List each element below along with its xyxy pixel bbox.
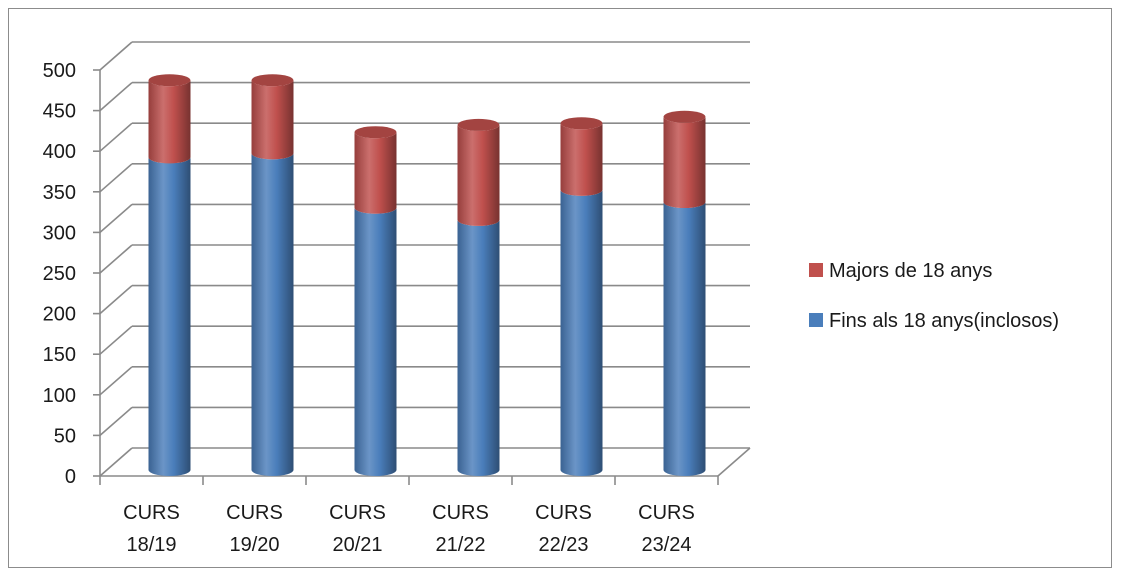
bar-segment-fins-als-18-anys-inclosos bbox=[251, 153, 294, 476]
legend-swatch bbox=[809, 313, 823, 327]
y-tick-label: 300 bbox=[43, 222, 76, 244]
y-tick-label: 0 bbox=[65, 466, 76, 488]
bar-segment-fins-als-18-anys-inclosos bbox=[457, 219, 500, 477]
x-category-label: 18/19 bbox=[126, 534, 176, 556]
gridline-depth bbox=[99, 366, 133, 396]
gridline-depth bbox=[99, 284, 133, 315]
bar-segment-fins-als-18-anys-inclosos bbox=[560, 189, 603, 477]
legend-label: Fins als 18 anys(inclosos) bbox=[829, 310, 1059, 332]
bar-top-cap bbox=[457, 118, 500, 131]
x-category-label: 23/24 bbox=[641, 534, 691, 556]
chart-frame bbox=[8, 8, 1112, 568]
bar-top-cap bbox=[560, 117, 603, 130]
bar-top-cap bbox=[663, 110, 706, 123]
bar-top-cap bbox=[148, 74, 191, 87]
gridline-depth bbox=[99, 41, 133, 71]
bar-segment-majors-de-18-anys bbox=[457, 124, 500, 226]
x-category-label: CURS bbox=[535, 502, 592, 524]
bar-segment-majors-de-18-anys bbox=[354, 132, 397, 214]
y-tick-label: 150 bbox=[43, 344, 76, 366]
y-tick-label: 400 bbox=[43, 141, 76, 163]
gridline-depth bbox=[99, 81, 133, 112]
bar-top-cap bbox=[251, 74, 294, 87]
legend-label: Majors de 18 anys bbox=[829, 260, 992, 282]
gridline-depth bbox=[99, 203, 133, 234]
legend-swatch bbox=[809, 263, 823, 277]
x-category-label: 22/23 bbox=[538, 534, 588, 556]
y-tick-label: 500 bbox=[43, 60, 76, 82]
floor-right-edge bbox=[717, 447, 751, 477]
x-category-label: 19/20 bbox=[229, 534, 279, 556]
bar-segment-majors-de-18-anys bbox=[663, 116, 706, 209]
bar-segment-fins-als-18-anys-inclosos bbox=[354, 207, 397, 476]
bar-segment-majors-de-18-anys bbox=[251, 80, 294, 160]
gridline-depth bbox=[99, 163, 133, 193]
gridline-depth bbox=[99, 406, 133, 437]
bar-segment-fins-als-18-anys-inclosos bbox=[148, 157, 191, 476]
x-category-label: CURS bbox=[329, 502, 386, 524]
bar-segment-majors-de-18-anys bbox=[560, 123, 603, 196]
y-tick-label: 250 bbox=[43, 263, 76, 285]
x-category-label: CURS bbox=[123, 502, 180, 524]
x-category-label: CURS bbox=[638, 502, 695, 524]
bar-segment-fins-als-18-anys-inclosos bbox=[663, 202, 706, 477]
gridline-depth bbox=[99, 122, 133, 152]
gridline-depth bbox=[99, 447, 133, 477]
bar-segment-majors-de-18-anys bbox=[148, 80, 191, 164]
gridline-depth bbox=[99, 325, 133, 355]
x-category-label: CURS bbox=[226, 502, 283, 524]
y-tick-label: 200 bbox=[43, 304, 76, 326]
y-tick-label: 350 bbox=[43, 182, 76, 204]
y-tick-label: 450 bbox=[43, 101, 76, 123]
y-tick-label: 100 bbox=[43, 385, 76, 407]
x-category-label: 20/21 bbox=[332, 534, 382, 556]
y-tick-label: 50 bbox=[54, 425, 76, 447]
x-category-label: 21/22 bbox=[435, 534, 485, 556]
bar-top-cap bbox=[354, 126, 397, 139]
x-category-label: CURS bbox=[432, 502, 489, 524]
gridline-depth bbox=[99, 244, 133, 274]
